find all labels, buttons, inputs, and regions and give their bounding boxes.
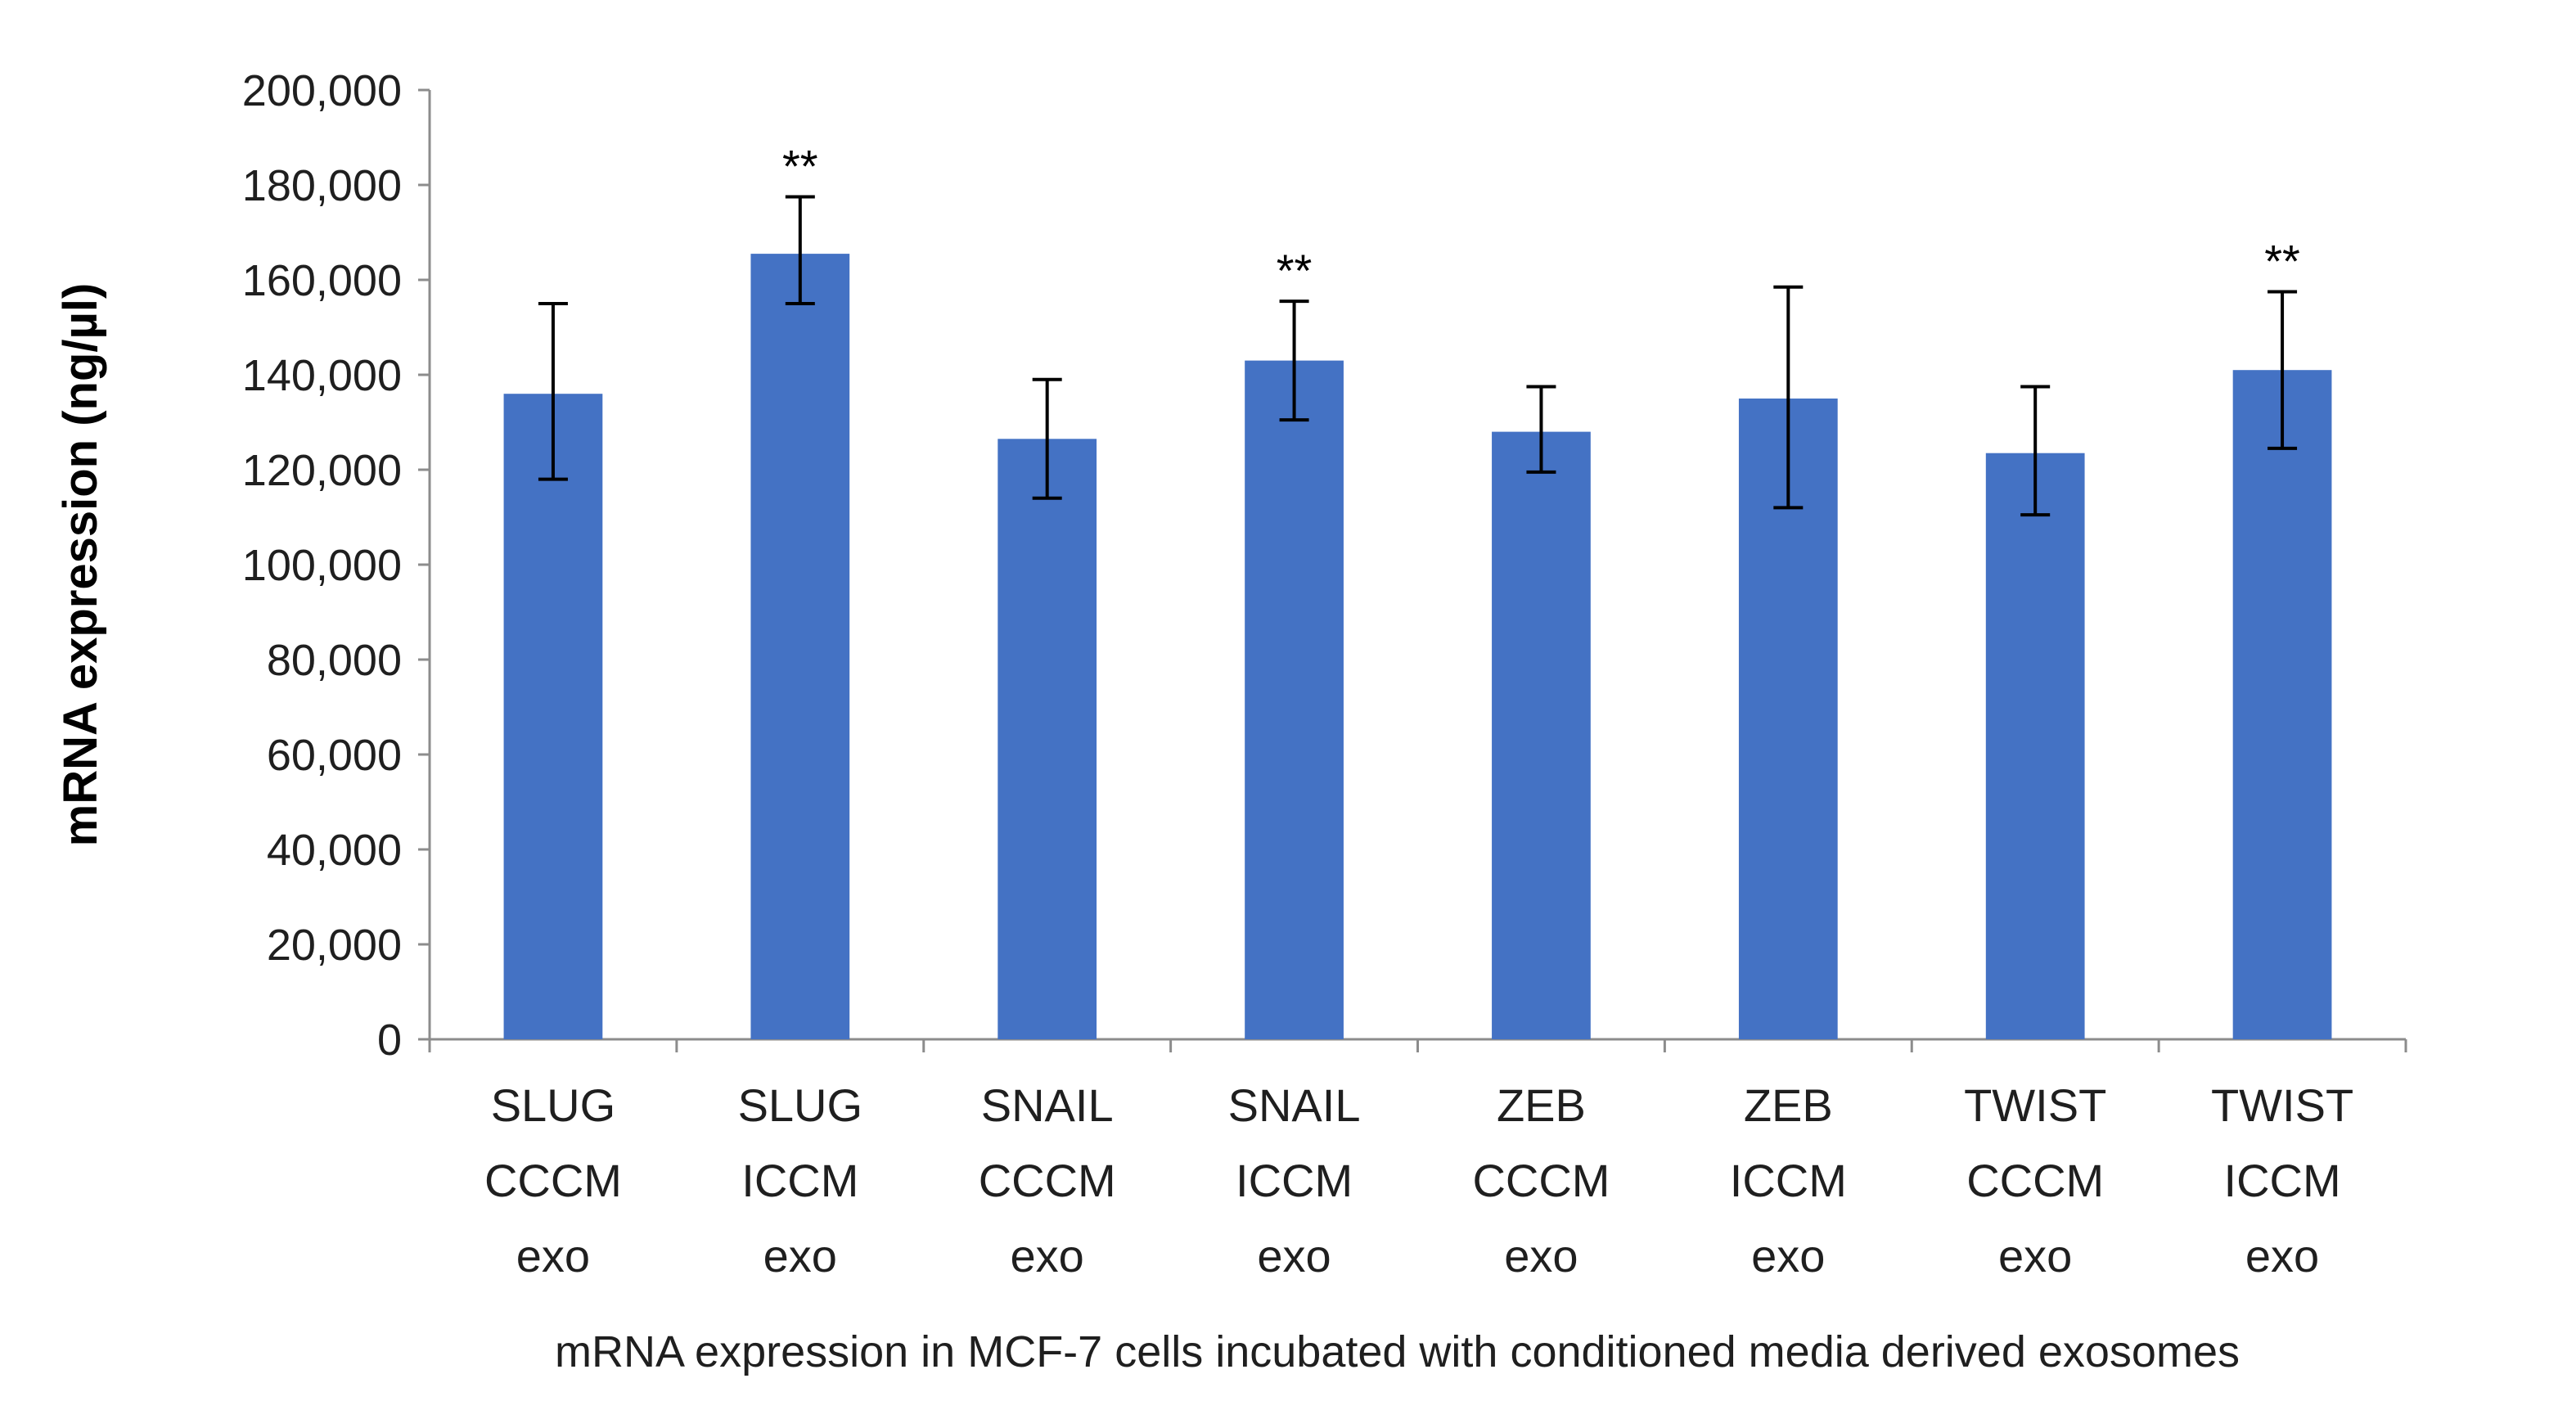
x-tick-label: exo (1504, 1230, 1578, 1282)
y-tick-label: 160,000 (242, 256, 402, 305)
bar (1492, 431, 1591, 1039)
x-tick-label: SLUG (491, 1079, 616, 1131)
x-tick-label: CCCM (1966, 1155, 2104, 1206)
x-tick-label: exo (1257, 1230, 1331, 1282)
significance-marker: ** (2264, 236, 2300, 287)
error-bars-layer (538, 195, 2298, 517)
x-tick-label: exo (516, 1230, 590, 1282)
x-tick-label: exo (2245, 1230, 2319, 1282)
x-tick-label: ICCM (741, 1155, 858, 1206)
y-tick-label: 120,000 (242, 446, 402, 495)
y-tick-label: 100,000 (242, 541, 402, 590)
y-tick-label: 40,000 (267, 826, 402, 875)
x-tick-label: TWIST (1964, 1079, 2106, 1131)
bar (1985, 453, 2085, 1039)
y-tick-label: 20,000 (267, 921, 402, 970)
bar (750, 254, 850, 1040)
bar (2232, 370, 2332, 1039)
x-tick-label: SNAIL (1228, 1079, 1361, 1131)
x-tick-label: ICCM (1236, 1155, 1353, 1206)
x-tick-label: exo (1011, 1230, 1084, 1282)
x-tick-label: ICCM (1730, 1155, 1847, 1206)
bar (1245, 360, 1344, 1040)
x-tick-label: exo (1751, 1230, 1825, 1282)
y-tick-label: 0 (377, 1016, 402, 1065)
axes-layer: 0 20,000 40,000 60,000 80,000 100,000 120,000 1… (242, 66, 2407, 1065)
x-axis-title: mRNA expression in MCF-7 cells incubated… (555, 1327, 2240, 1376)
x-tick-label: CCCM (484, 1155, 622, 1206)
x-tick-label: ZEB (1744, 1079, 1833, 1131)
x-tick-label: CCCM (1472, 1155, 1610, 1206)
y-tick-label: 80,000 (267, 636, 402, 685)
significance-marker: ** (1277, 245, 1313, 296)
y-tick-label: 180,000 (242, 161, 402, 210)
y-tick-label: 200,000 (242, 66, 402, 115)
x-tick-label: SLUG (738, 1079, 863, 1131)
bar (998, 439, 1097, 1039)
y-tick-label: 140,000 (242, 351, 402, 400)
bars-layer (503, 254, 2332, 1040)
x-tick-label: CCCM (979, 1155, 1116, 1206)
bar (503, 394, 603, 1039)
labels-layer: SLUG CCCM exo ** SLUG ICCM exo SNAIL CCCM exo ** SN… (484, 141, 2353, 1282)
x-tick-label: exo (1998, 1230, 2072, 1282)
y-axis-title: mRNA expression (ng/µl) (54, 283, 107, 847)
x-tick-label: ZEB (1497, 1079, 1586, 1131)
x-tick-label: TWIST (2211, 1079, 2353, 1131)
significance-marker: ** (782, 141, 818, 192)
y-tick-label: 60,000 (267, 731, 402, 780)
x-tick-label: ICCM (2224, 1155, 2341, 1206)
x-tick-label: SNAIL (981, 1079, 1114, 1131)
x-tick-label: exo (763, 1230, 837, 1282)
